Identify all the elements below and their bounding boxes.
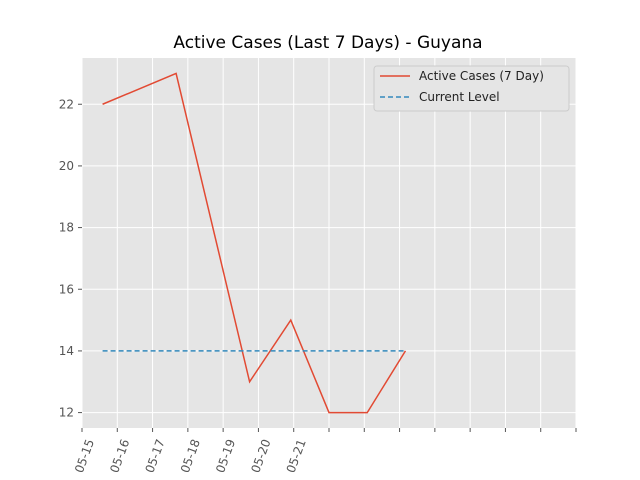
y-tick-label: 22	[59, 97, 74, 111]
x-tick-label: 05-15	[72, 437, 97, 475]
series-layer	[102, 72, 407, 414]
y-tick-label: 12	[59, 406, 74, 420]
series-line-0	[102, 72, 407, 414]
y-tick-label: 20	[59, 159, 74, 173]
y-axis: 12 14 16 18 20 22	[59, 97, 82, 420]
grid-lines	[81, 58, 577, 428]
legend-label-current-level: Current Level	[419, 90, 500, 104]
y-tick-label: 18	[59, 221, 74, 235]
x-tick-label: 05-18	[178, 437, 203, 475]
legend-label-active-cases: Active Cases (7 Day)	[419, 69, 544, 83]
legend-box	[373, 65, 570, 112]
legend: Active Cases (7 Day) Current Level	[373, 65, 570, 112]
x-tick-label: 05-16	[107, 437, 132, 475]
x-axis: 05-15 05-16 05-17 05-18 05-19 05-20 05-21	[72, 428, 577, 475]
chart-title: Active Cases (Last 7 Days) - Guyana	[173, 33, 482, 53]
y-tick-label: 16	[59, 282, 74, 296]
x-tick-label: 05-20	[248, 437, 273, 475]
y-tick-label: 14	[59, 344, 74, 358]
x-tick-label: 05-19	[213, 437, 238, 475]
x-tick-label: 05-21	[284, 437, 309, 475]
x-tick-label: 05-17	[143, 437, 168, 475]
